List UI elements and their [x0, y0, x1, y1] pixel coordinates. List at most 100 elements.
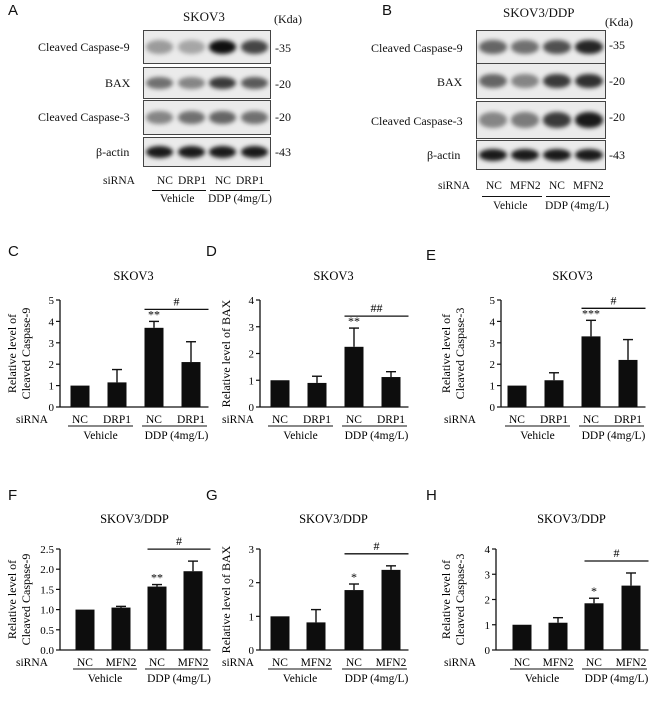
bracket-label: ##	[371, 301, 383, 315]
group-line	[546, 196, 610, 197]
sirna-label: siRNA	[16, 657, 49, 669]
y-axis-label: Relative level of BAX	[219, 299, 233, 407]
group-line	[482, 196, 542, 197]
y-tick-label: 2.0	[40, 564, 54, 576]
group-label: Vehicle	[88, 673, 122, 685]
panel-letter: E	[426, 247, 437, 264]
bar	[344, 346, 364, 407]
y-tick-label: 4	[49, 316, 55, 328]
panel-letter: F	[8, 487, 18, 504]
blot-band	[240, 110, 268, 125]
x-tick-label: NC	[346, 657, 362, 669]
blot-row-label: BAX	[105, 76, 131, 90]
kd-marker: -20	[609, 74, 625, 88]
x-tick-label: MFN2	[301, 657, 332, 669]
panel-letter: C	[8, 243, 19, 260]
bar	[306, 622, 326, 650]
y-tick-label: 2.5	[40, 544, 54, 556]
blot-image-actin	[143, 137, 271, 167]
kda-label: (Kda)	[274, 12, 302, 26]
group-label: DDP (4mg/L)	[147, 673, 211, 685]
group-label: Vehicle	[493, 200, 528, 212]
group-label: DDP (4mg/L)	[208, 193, 272, 205]
x-tick-label: DRP1	[103, 414, 131, 426]
x-tick-label: NC	[514, 657, 530, 669]
bar	[111, 607, 131, 650]
panel-letter: A	[8, 2, 19, 19]
group-label: DDP (4mg/L)	[545, 200, 609, 212]
bar	[548, 622, 568, 650]
lane-label: DRP1	[236, 175, 265, 187]
sirna-label: siRNA	[444, 657, 477, 669]
group-label: Vehicle	[283, 430, 317, 442]
bracket-label: #	[611, 293, 617, 307]
panel-letter: B	[382, 2, 393, 19]
bar	[270, 616, 290, 650]
x-tick-label: DRP1	[177, 414, 205, 426]
blot-image-caspase9	[476, 30, 606, 64]
x-tick-label: DRP1	[540, 414, 568, 426]
y-tick-label: 5	[49, 295, 55, 307]
x-tick-label: MFN2	[543, 657, 574, 669]
chart-title: SKOV3/DDP	[299, 512, 368, 526]
group-label: DDP (4mg/L)	[345, 673, 409, 685]
bar	[147, 586, 167, 650]
significance-mark: *	[591, 584, 597, 598]
bar	[70, 385, 90, 407]
y-tick-label: 4	[249, 295, 255, 307]
bracket-label: #	[374, 539, 380, 553]
y-tick-label: 1	[49, 381, 55, 393]
bar	[584, 603, 604, 650]
bar-chart-h: SKOV3/DDP Relative level of Cleaved Caspas…	[439, 512, 649, 685]
y-axis-label: Relative level of BAX	[219, 545, 233, 653]
blot-band	[209, 76, 237, 90]
bar	[507, 385, 527, 407]
y-tick-label: 5	[490, 295, 496, 307]
lane-label: NC	[549, 180, 565, 192]
blot-row-label: β-actin	[96, 145, 130, 159]
x-tick-label: MFN2	[616, 657, 647, 669]
chart-title: SKOV3	[552, 269, 592, 283]
chart-title: SKOV3	[113, 269, 153, 283]
kd-marker: -43	[275, 145, 291, 159]
lane-label: DRP1	[178, 175, 207, 187]
blot-image-actin	[476, 140, 606, 170]
y-tick-label: 0.0	[40, 645, 54, 657]
x-tick-label: DRP1	[377, 414, 405, 426]
group-label: Vehicle	[83, 430, 117, 442]
kda-label: (Kda)	[605, 15, 633, 29]
bar	[381, 569, 401, 650]
y-tick-label: 0.5	[40, 625, 54, 637]
blot-band	[146, 110, 174, 125]
sirna-label: siRNA	[438, 180, 470, 192]
y-tick-label: 1	[249, 611, 255, 623]
blot-band	[240, 76, 268, 90]
sirna-label: siRNA	[444, 414, 477, 426]
bar	[144, 327, 164, 407]
y-axis-label: Cleaved Caspase-3	[453, 308, 467, 400]
panel-letter: H	[426, 487, 437, 504]
sirna-label: siRNA	[103, 175, 135, 187]
x-tick-label: NC	[149, 657, 165, 669]
blot-band	[511, 112, 539, 128]
bar	[307, 382, 327, 407]
blot-band	[543, 112, 571, 128]
chart-title: SKOV3	[313, 269, 353, 283]
y-tick-label: 4	[485, 544, 491, 556]
blot-band	[240, 146, 268, 158]
y-tick-label: 4	[490, 316, 496, 328]
significance-mark: **	[348, 314, 360, 328]
lane-label: NC	[215, 175, 231, 187]
panel-letter: D	[206, 243, 217, 260]
blot-image-caspase3	[143, 100, 271, 135]
x-tick-label: NC	[272, 414, 288, 426]
x-tick-label: NC	[146, 414, 162, 426]
x-tick-label: MFN2	[178, 657, 209, 669]
group-label: DDP (4mg/L)	[345, 430, 409, 442]
blot-row-label: Cleaved Caspase-3	[38, 110, 130, 124]
bar	[544, 380, 564, 407]
blot-image-caspase9	[143, 30, 271, 64]
y-axis-label: Cleaved Caspase-3	[453, 554, 467, 646]
blot-band	[146, 146, 174, 158]
blot-band	[479, 149, 507, 161]
